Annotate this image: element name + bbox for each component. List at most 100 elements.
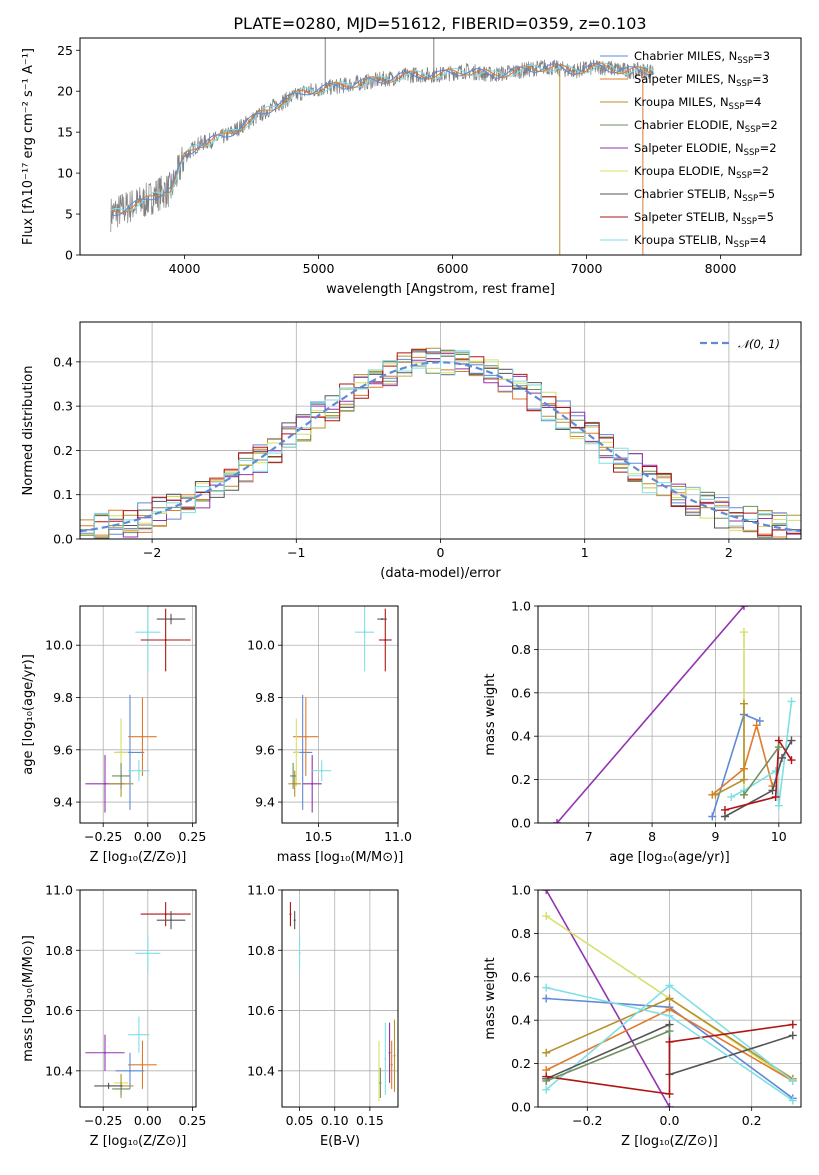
x-tick-label: 2	[725, 545, 733, 560]
y-tick-label: 0.4	[511, 729, 531, 744]
plot-frame	[79, 605, 197, 824]
x-tick-label: 0.2	[742, 1113, 762, 1128]
x-tick-label: 11.0	[384, 829, 412, 844]
legend-label-normal: 𝒩(0, 1)	[738, 337, 780, 351]
y-tick-label: 9.8	[255, 690, 275, 705]
plus-marker	[665, 1037, 674, 1046]
x-tick-label: 1	[581, 545, 589, 560]
y-tick-label: 15	[57, 125, 73, 140]
plus-marker	[739, 790, 748, 799]
y-tick-label: 10.6	[247, 1003, 275, 1018]
x-tick-label: 0.0	[660, 1113, 680, 1128]
data-point	[295, 751, 298, 754]
residuals-panel: −2 −1 0 1 2 0.0 0.1 0.2 0.3 0.4 (data-model)/error…	[21, 321, 802, 581]
y-tick-label: 25	[57, 43, 73, 58]
plus-marker	[774, 743, 783, 752]
y-tick-label: 0.3	[53, 399, 73, 414]
plus-marker	[752, 721, 761, 730]
x-tick-label: −0.25	[84, 829, 122, 844]
errorbars	[85, 606, 191, 813]
x-axis-label: wavelength [Angstrom, rest frame]	[326, 282, 555, 297]
plus-marker	[542, 1076, 551, 1085]
data-point	[170, 919, 173, 922]
y-tick-label: 0.6	[511, 685, 531, 700]
legend-label-kroupa_elodie: Kroupa ELODIE, NSSP=2	[634, 164, 769, 181]
plus-marker	[553, 819, 562, 823]
spectrum-lines	[110, 38, 654, 255]
errorbar-point-kroupa_miles	[393, 1019, 396, 1092]
legend-rest: =5	[757, 210, 774, 224]
plus-marker	[739, 775, 748, 784]
plus-marker	[788, 1020, 797, 1029]
errorbar-point-chabrier_elodie	[112, 1082, 130, 1095]
data-point	[293, 919, 296, 922]
figure-title: PLATE=0280, MJD=51612, FIBERID=0359, z=0…	[233, 14, 646, 33]
data-point	[320, 769, 323, 772]
errorbar-point-salpeter_elodie	[85, 1034, 125, 1071]
legend-rest: =4	[744, 95, 761, 109]
weight-line-salpeter_stelib	[724, 738, 793, 811]
x-tick-label: 7000	[571, 261, 603, 276]
model-spectrum-salpeter_miles	[110, 62, 654, 214]
data-point	[388, 1051, 391, 1054]
y-tick-label: 0.2	[511, 1056, 531, 1071]
y-tick-label: 0.8	[511, 926, 531, 941]
errorbar-point-kroupa_stelib	[312, 760, 332, 782]
legend-rest: =3	[752, 72, 769, 86]
x-tick-label: 0.15	[356, 1113, 384, 1128]
data-point	[384, 638, 387, 641]
errorbars	[288, 606, 392, 813]
weight-line-salpeter_stelib	[546, 1023, 793, 1095]
y-tick-label: 0.0	[53, 532, 73, 547]
legend-label-chabrier_elodie: Chabrier ELODIE, NSSP=2	[634, 118, 778, 135]
plot-frame	[79, 321, 802, 540]
errorbar-point-kroupa_stelib	[135, 935, 161, 972]
data-point	[363, 631, 366, 634]
y-tick-label: 5	[65, 207, 73, 222]
plus-marker	[665, 994, 674, 1003]
x-tick-label: 0	[437, 545, 445, 560]
y-tick-label: 0.0	[511, 816, 531, 831]
data-point	[164, 638, 167, 641]
legend-rest: =2	[760, 141, 777, 155]
errorbar-point-kroupa_elodie	[378, 1040, 381, 1101]
data-point	[170, 618, 173, 621]
y-tick-label: 0.6	[511, 969, 531, 984]
plus-marker	[768, 786, 777, 795]
errorbar-point-kroupa_elodie	[293, 718, 300, 787]
y-tick-label: 0.4	[53, 354, 73, 369]
x-tick-label: 5000	[303, 261, 335, 276]
errorbar-point-kroupa_stelib	[135, 606, 161, 672]
x-tick-label: −1	[287, 545, 305, 560]
data-point	[298, 952, 301, 955]
x-axis-label: mass [log₁₀(M/M⊙)]	[277, 850, 404, 865]
errorbar-point-salpeter_elodie	[388, 1022, 391, 1083]
plus-marker	[788, 1096, 797, 1105]
data-point	[289, 913, 292, 916]
plus-marker	[771, 792, 780, 801]
data-point	[146, 631, 149, 634]
errorbar-point-salpeter_elodie	[302, 755, 322, 813]
errorbar-point-salpeter_miles	[128, 697, 157, 776]
plus-marker	[788, 1031, 797, 1040]
plus-marker	[739, 606, 748, 610]
data-point	[292, 774, 295, 777]
plus-marker	[739, 699, 748, 708]
histograms	[80, 347, 801, 539]
x-tick-label: −2	[143, 545, 161, 560]
errorbar-point-salpeter_stelib	[140, 902, 191, 927]
errorbar-point-kroupa_stelib	[355, 606, 375, 672]
data-point	[390, 1063, 393, 1066]
y-tick-label: 11.0	[45, 883, 73, 898]
y-tick-label: 10.4	[247, 1063, 275, 1078]
plus-marker	[739, 628, 748, 637]
x-tick-label: 0.05	[286, 1113, 314, 1128]
weight-vs-z-panel: −0.2 0.0 0.2 0.0 0.2 0.4 0.6 0.8 1.0 Z [log₁₀(Z/Z…	[483, 883, 802, 1149]
subscript: SSP	[744, 148, 760, 158]
plus-marker	[787, 697, 796, 706]
plus-marker	[542, 983, 551, 992]
x-tick-label: 8	[648, 829, 656, 844]
errorbar-point-kroupa_miles	[288, 770, 302, 797]
normal-curve	[80, 361, 801, 533]
